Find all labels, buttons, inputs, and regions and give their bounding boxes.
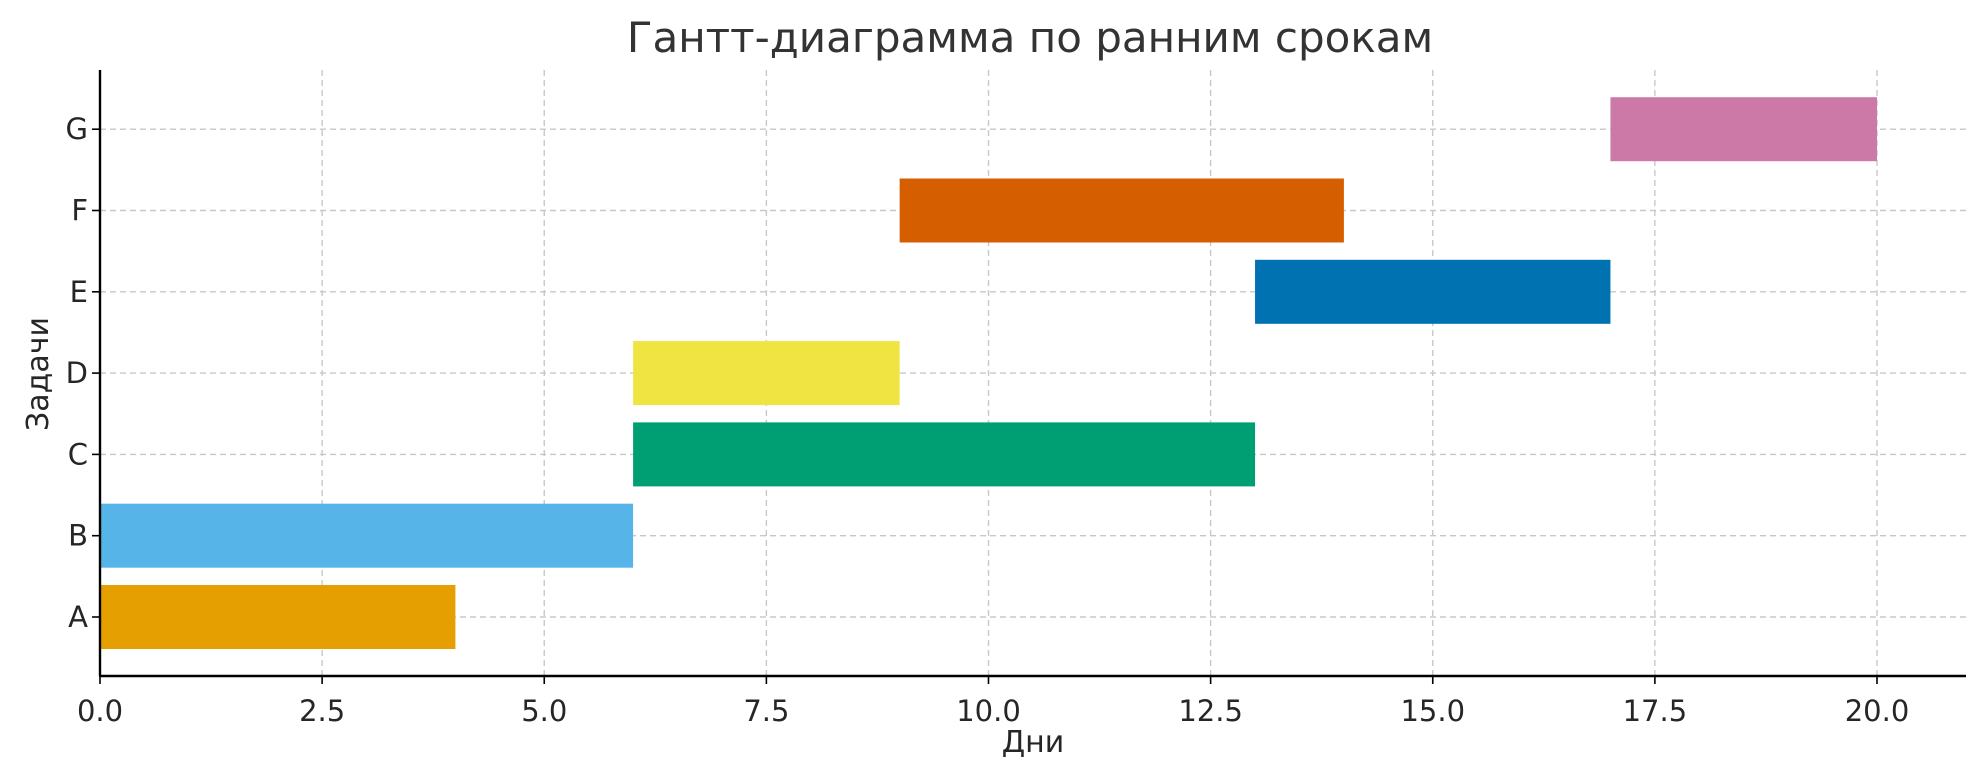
y-tick-label: G — [66, 112, 88, 146]
x-axis-label: Дни — [1002, 725, 1065, 760]
x-tick-label: 17.5 — [1623, 694, 1688, 728]
x-tick-label: 2.5 — [299, 694, 345, 728]
gantt-bar-d — [633, 341, 900, 406]
y-tick-label: D — [66, 356, 88, 390]
x-ticks: 0.0 2.5 5.0 7.5 10.0 12.5 15.0 17.5 20.0 — [77, 676, 1909, 728]
x-tick-label: 12.5 — [1178, 694, 1243, 728]
y-tick-label: E — [70, 275, 88, 309]
gantt-bar-e — [1255, 259, 1611, 324]
bars — [100, 97, 1877, 649]
x-tick-label: 15.0 — [1400, 694, 1465, 728]
y-tick-label: B — [68, 519, 88, 553]
y-tick-label: C — [68, 437, 88, 471]
x-tick-label: 20.0 — [1845, 694, 1910, 728]
y-tick-label: A — [68, 600, 88, 634]
y-ticks: A B C D E F G — [66, 112, 100, 634]
x-tick-label: 5.0 — [521, 694, 567, 728]
gantt-bar-f — [899, 178, 1344, 243]
chart-title: Гантт-диаграмма по ранним срокам — [627, 13, 1433, 62]
gantt-bar-c — [633, 422, 1256, 487]
gantt-bar-g — [1610, 97, 1877, 162]
gantt-bar-b — [100, 503, 634, 568]
x-tick-label: 7.5 — [743, 694, 789, 728]
y-tick-label: F — [71, 194, 88, 228]
gantt-bar-a — [100, 585, 456, 649]
x-tick-label: 10.0 — [956, 694, 1021, 728]
x-tick-label: 0.0 — [77, 694, 123, 728]
y-axis-label: Задачи — [21, 317, 56, 431]
